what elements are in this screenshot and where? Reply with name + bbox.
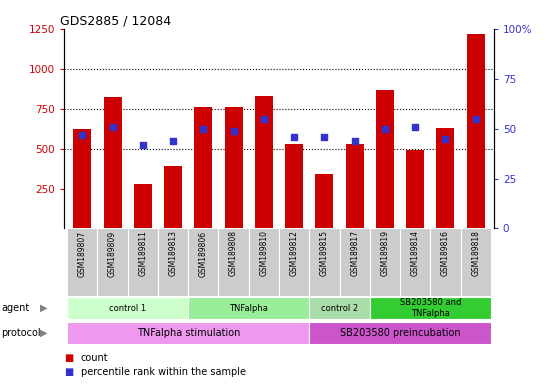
Point — [350, 137, 359, 144]
Bar — [466, 33, 485, 228]
Bar — [255, 96, 273, 228]
Text: ■: ■ — [64, 366, 74, 377]
Bar — [103, 98, 122, 228]
Text: ■: ■ — [64, 353, 74, 363]
Bar — [67, 297, 188, 319]
Text: control 2: control 2 — [321, 304, 358, 313]
Text: protocol: protocol — [1, 328, 41, 338]
Bar — [134, 184, 152, 228]
Text: TNFalpha stimulation: TNFalpha stimulation — [137, 328, 240, 338]
Bar — [309, 297, 370, 319]
Text: GDS2885 / 12084: GDS2885 / 12084 — [60, 15, 171, 28]
Point — [229, 127, 238, 134]
Bar — [460, 228, 491, 296]
Point — [259, 116, 268, 122]
Bar — [219, 228, 249, 296]
Bar — [370, 228, 400, 296]
Bar — [249, 228, 279, 296]
Bar — [279, 228, 309, 296]
Text: GSM189814: GSM189814 — [411, 230, 420, 276]
Text: GSM189818: GSM189818 — [471, 230, 480, 276]
Bar — [164, 166, 182, 228]
Text: GSM189810: GSM189810 — [259, 230, 268, 276]
Text: GSM189811: GSM189811 — [138, 230, 147, 276]
Bar — [400, 228, 430, 296]
Bar — [339, 228, 370, 296]
Point — [471, 116, 480, 122]
Bar — [128, 228, 158, 296]
Text: GSM189813: GSM189813 — [169, 230, 177, 276]
Text: GSM189806: GSM189806 — [199, 230, 208, 276]
Bar — [345, 144, 364, 228]
Bar — [430, 228, 460, 296]
Text: agent: agent — [1, 303, 30, 313]
Bar — [224, 107, 243, 228]
Text: count: count — [81, 353, 109, 363]
Text: GSM189815: GSM189815 — [320, 230, 329, 276]
Bar — [309, 322, 491, 344]
Bar — [315, 174, 334, 228]
Bar — [370, 297, 491, 319]
Text: ▶: ▶ — [40, 303, 47, 313]
Point — [381, 126, 389, 132]
Text: control 1: control 1 — [109, 304, 146, 313]
Point — [199, 126, 208, 132]
Bar — [73, 129, 92, 228]
Point — [78, 132, 87, 138]
Bar — [67, 322, 309, 344]
Text: GSM189816: GSM189816 — [441, 230, 450, 276]
Bar — [285, 144, 303, 228]
Text: GSM189817: GSM189817 — [350, 230, 359, 276]
Bar — [194, 107, 213, 228]
Text: GSM189819: GSM189819 — [381, 230, 389, 276]
Bar — [188, 297, 309, 319]
Point — [169, 137, 177, 144]
Bar — [158, 228, 188, 296]
Text: SB203580 and
TNFalpha: SB203580 and TNFalpha — [400, 298, 461, 318]
Bar — [406, 150, 424, 228]
Text: GSM189807: GSM189807 — [78, 230, 87, 276]
Text: GSM189809: GSM189809 — [108, 230, 117, 276]
Point — [138, 142, 147, 148]
Bar — [309, 228, 339, 296]
Text: SB203580 preincubation: SB203580 preincubation — [340, 328, 460, 338]
Bar — [98, 228, 128, 296]
Text: ▶: ▶ — [40, 328, 47, 338]
Text: percentile rank within the sample: percentile rank within the sample — [81, 366, 246, 377]
Point — [441, 136, 450, 142]
Bar — [67, 228, 98, 296]
Text: TNFalpha: TNFalpha — [229, 304, 268, 313]
Point — [290, 134, 299, 140]
Point — [108, 124, 117, 130]
Text: GSM189812: GSM189812 — [290, 230, 299, 276]
Point — [320, 134, 329, 140]
Bar — [436, 128, 455, 228]
Bar — [188, 228, 219, 296]
Text: GSM189808: GSM189808 — [229, 230, 238, 276]
Point — [411, 124, 420, 130]
Bar — [376, 89, 394, 228]
